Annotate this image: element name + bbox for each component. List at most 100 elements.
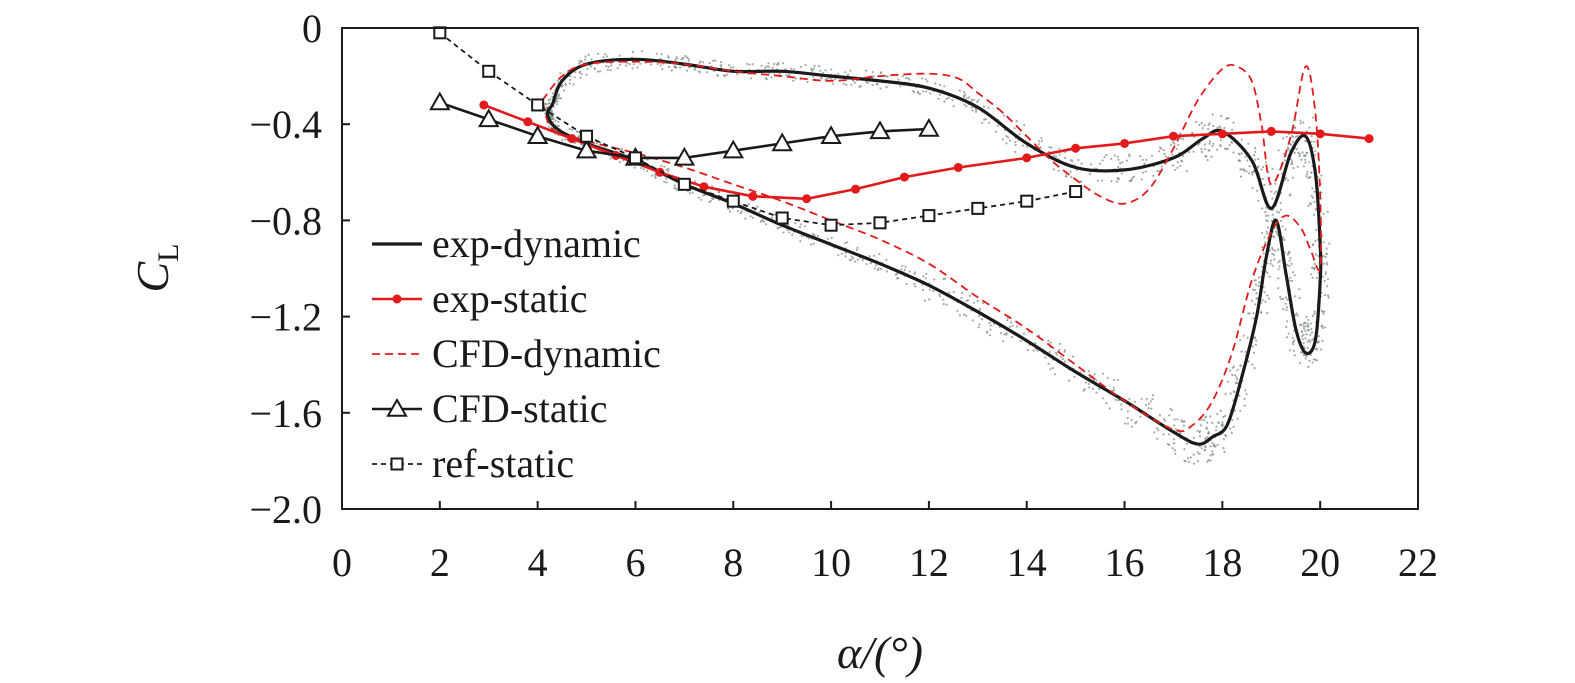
scatter-point bbox=[1279, 295, 1282, 298]
scatter-point bbox=[1223, 126, 1226, 130]
scatter-point bbox=[1256, 189, 1259, 192]
scatter-point bbox=[1196, 460, 1200, 463]
scatter-point bbox=[1312, 116, 1315, 119]
scatter-point bbox=[1266, 312, 1269, 315]
scatter-point bbox=[557, 120, 560, 123]
scatter-point bbox=[929, 92, 932, 95]
scatter-point bbox=[813, 67, 816, 70]
scatter-point bbox=[1216, 126, 1219, 129]
scatter-point bbox=[972, 301, 975, 304]
scatter-point bbox=[1061, 357, 1064, 360]
scatter-point bbox=[1325, 247, 1328, 250]
scatter-point bbox=[1006, 319, 1009, 322]
scatter-point bbox=[1240, 138, 1243, 141]
scatter-point bbox=[1121, 161, 1124, 164]
legend-label: CFD-static bbox=[432, 386, 608, 431]
scatter-point bbox=[1185, 170, 1188, 173]
scatter-point bbox=[1312, 266, 1315, 270]
scatter-point bbox=[813, 64, 816, 67]
scatter-point bbox=[977, 99, 980, 102]
scatter-point bbox=[702, 61, 705, 64]
series-line-exp-dynamic bbox=[545, 57, 1323, 446]
scatter-point bbox=[840, 252, 844, 255]
scatter-point bbox=[1292, 343, 1295, 346]
scatter-point bbox=[1293, 151, 1296, 155]
scatter-point bbox=[1231, 418, 1234, 422]
scatter-point bbox=[720, 61, 723, 64]
scatter-point bbox=[762, 220, 766, 223]
scatter-point bbox=[551, 92, 555, 95]
scatter-point bbox=[1298, 152, 1301, 155]
scatter-point bbox=[1169, 143, 1172, 146]
scatter-point bbox=[1176, 166, 1179, 169]
scatter-point bbox=[1279, 201, 1282, 204]
data-point-exp-static bbox=[802, 194, 812, 204]
scatter-point bbox=[1049, 341, 1052, 344]
scatter-point bbox=[914, 271, 917, 274]
scatter-point bbox=[1327, 296, 1330, 299]
scatter-point bbox=[1328, 242, 1331, 245]
scatter-point bbox=[1015, 120, 1018, 123]
scatter-point bbox=[1311, 331, 1314, 334]
scatter-point bbox=[782, 62, 785, 65]
scatter-point bbox=[765, 223, 768, 226]
scatter-point bbox=[1289, 142, 1292, 145]
scatter-point bbox=[1128, 180, 1131, 183]
data-point-exp-static bbox=[748, 191, 758, 201]
scatter-point bbox=[885, 258, 888, 261]
scatter-point bbox=[810, 243, 813, 246]
legend-label: CFD-dynamic bbox=[432, 331, 661, 376]
scatter-point bbox=[1278, 211, 1281, 214]
scatter-point bbox=[972, 98, 975, 101]
scatter-point bbox=[975, 100, 979, 103]
scatter-point bbox=[661, 68, 664, 71]
scatter-point bbox=[901, 75, 904, 78]
scatter-point bbox=[964, 93, 967, 96]
scatter-point bbox=[1277, 248, 1280, 251]
scatter-point bbox=[1307, 204, 1310, 207]
scatter-point bbox=[1254, 303, 1257, 306]
scatter-point bbox=[1055, 353, 1058, 356]
scatter-point bbox=[994, 130, 997, 133]
scatter-point bbox=[1263, 183, 1266, 187]
scatter-point bbox=[1219, 409, 1222, 412]
scatter-point bbox=[1285, 325, 1288, 329]
scatter-point bbox=[1299, 323, 1302, 326]
scatter-point bbox=[1005, 332, 1008, 335]
scatter-point bbox=[1210, 155, 1213, 158]
scatter-point bbox=[1324, 271, 1327, 274]
scatter-point bbox=[1207, 149, 1210, 152]
scatter-point bbox=[1257, 166, 1260, 169]
scatter-point bbox=[1254, 343, 1258, 346]
scatter-point bbox=[581, 144, 584, 147]
scatter-point bbox=[1266, 271, 1269, 274]
scatter-point bbox=[1309, 333, 1312, 336]
scatter-point bbox=[1203, 124, 1206, 127]
scatter-point bbox=[1271, 213, 1274, 216]
data-point-ref-static bbox=[677, 177, 691, 191]
scatter-point bbox=[1231, 141, 1234, 144]
data-point-ref-static bbox=[628, 151, 642, 165]
scatter-point bbox=[585, 73, 588, 76]
scatter-point bbox=[1207, 431, 1210, 434]
scatter-point bbox=[970, 98, 974, 102]
scatter-point bbox=[1277, 277, 1280, 280]
scatter-point bbox=[571, 128, 574, 131]
scatter-point bbox=[1152, 174, 1155, 177]
scatter-point bbox=[587, 53, 590, 57]
scatter-point bbox=[1262, 252, 1265, 255]
legend-label: exp-dynamic bbox=[432, 221, 641, 266]
scatter-point bbox=[1166, 443, 1169, 446]
scatter-point bbox=[1050, 146, 1053, 149]
scatter-point bbox=[1183, 448, 1186, 451]
x-axis: 0 2 4 6 8 10 12 14 16 18 20 22 bbox=[332, 501, 1438, 585]
scatter-point bbox=[1198, 435, 1202, 438]
scatter-point bbox=[1310, 135, 1313, 138]
scatter-point bbox=[1177, 143, 1180, 146]
scatter-point bbox=[632, 50, 635, 54]
scatter-point bbox=[1147, 407, 1150, 410]
scatter-point bbox=[933, 278, 936, 281]
scatter-point bbox=[1304, 158, 1307, 161]
scatter-point bbox=[620, 147, 624, 150]
scatter-point bbox=[1054, 373, 1057, 376]
